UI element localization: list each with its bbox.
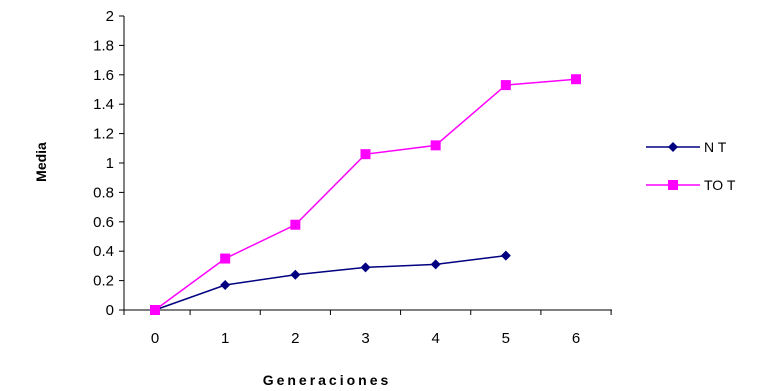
y-axis-label: Media [33, 142, 49, 182]
series-nt [150, 250, 511, 315]
data-point [360, 262, 371, 273]
data-point [430, 259, 441, 270]
y-tick-label: 2 [106, 8, 114, 25]
legend-label: N T [704, 139, 727, 155]
data-point [290, 219, 301, 230]
series-layer [150, 74, 581, 315]
legend-marker [668, 180, 678, 190]
y-tick-label: 1.4 [93, 96, 114, 113]
y-tick-label: 1.6 [93, 67, 114, 84]
y-tick-label: 0.4 [93, 243, 114, 260]
data-point [150, 305, 160, 315]
x-axis-label: Generaciones [263, 372, 392, 388]
data-point [500, 80, 511, 91]
data-point [571, 74, 581, 85]
series-line [154, 254, 506, 311]
x-axis-ticks: 0 1 2 3 4 5 6 [123, 310, 612, 347]
x-tick-label: 2 [291, 330, 299, 347]
x-tick-label: 1 [221, 330, 229, 347]
y-tick-label: 0 [106, 302, 114, 319]
data-point [430, 140, 441, 151]
x-tick-label: 4 [431, 330, 439, 347]
series-tot [150, 74, 581, 315]
y-tick-label: 0.8 [93, 184, 114, 201]
data-point [290, 269, 301, 280]
x-tick-label: 3 [361, 330, 369, 347]
data-point [220, 253, 231, 264]
y-tick-label: 1.2 [93, 126, 114, 143]
x-tick-label: 6 [572, 330, 580, 347]
data-point [500, 250, 511, 261]
y-tick-label: 0.6 [93, 214, 114, 231]
x-tick-label: 5 [502, 330, 510, 347]
legend-entry: N T [646, 139, 727, 155]
series-line [154, 78, 577, 311]
x-tick-label: 0 [151, 330, 159, 347]
y-tick-label: 0.2 [93, 273, 114, 290]
y-axis-ticks: 0 0.2 0.4 0.6 0.8 1 1.2 1.4 1.6 1.8 2 [93, 8, 124, 319]
legend-entry: TO T [646, 177, 736, 193]
legend: N T TO T [646, 139, 736, 193]
data-point [220, 280, 231, 291]
legend-marker [668, 142, 678, 152]
data-point [360, 149, 371, 160]
y-tick-label: 1 [106, 155, 114, 172]
y-tick-label: 1.8 [93, 37, 114, 54]
legend-label: TO T [704, 177, 736, 193]
